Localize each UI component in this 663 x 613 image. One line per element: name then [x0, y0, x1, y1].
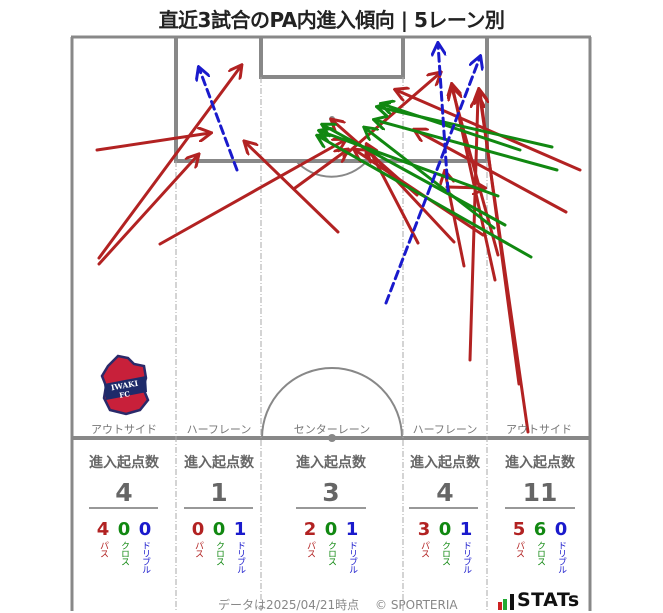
lane-label-outside-right: アウトサイド [506, 423, 572, 436]
cross-label: クロス [535, 541, 545, 565]
cross-count: 0 [438, 519, 452, 540]
pass-label: パス [305, 541, 315, 557]
cross-count: 0 [324, 519, 338, 540]
pass-arrow [396, 90, 582, 172]
pass-arrow [97, 66, 241, 260]
data-date-note: データは2025/04/21時点 [218, 598, 360, 612]
pass-arrow [95, 133, 210, 152]
pass-count: 4 [96, 519, 110, 540]
brand-bars-icon [498, 594, 514, 610]
pass-label: パス [419, 541, 429, 557]
cross-arrow [375, 120, 559, 172]
lane-label-center: センターレーン [293, 423, 371, 436]
entry-count-total: 11 [522, 478, 558, 507]
entry-count-header: 進入起点数 [296, 455, 366, 471]
pass-label: パス [514, 541, 524, 557]
pass-arrow [293, 150, 347, 190]
entry-count-header: 進入起点数 [505, 455, 575, 471]
dribble-count: 1 [459, 519, 473, 540]
pass-count: 3 [417, 519, 431, 540]
dribble-arrow [199, 68, 239, 172]
lane-stats-center: 進入起点数 3 2 パス 0 クロス 1 ドリブル [281, 452, 381, 573]
copyright-text: © SPORTERIA [375, 598, 458, 612]
pass-arrow [479, 90, 530, 434]
cross-count: 0 [212, 519, 226, 540]
dribble-count: 0 [554, 519, 568, 540]
cross-label: クロス [214, 541, 224, 565]
entry-count-total: 3 [322, 478, 340, 507]
team-logo: IWAKI FC [100, 354, 150, 420]
pass-arrows [95, 66, 582, 434]
lane-stats-outside-right: 進入起点数 11 5 パス 6 クロス 0 ドリブル [490, 452, 590, 573]
pass-arrow [245, 142, 340, 234]
pass-arrow [158, 140, 345, 246]
dribble-count: 1 [345, 519, 359, 540]
entry-count-header: 進入起点数 [410, 455, 480, 471]
cross-count: 0 [117, 519, 131, 540]
dribble-label: ドリブル [235, 541, 245, 573]
chart-title: 直近3試合のPA内進入傾向 | 5レーン別 [158, 8, 505, 32]
pass-arrow [97, 155, 198, 266]
stats-brand-logo: STATs [498, 590, 580, 610]
cross-count: 6 [533, 519, 547, 540]
lane-stats-halfspace-left: 進入起点数 1 0 パス 0 クロス 1 ドリブル [177, 452, 261, 573]
lane-stats-halfspace-right: 進入起点数 4 3 パス 0 クロス 1 ドリブル [403, 452, 487, 573]
dribble-label: ドリブル [461, 541, 471, 573]
center-spot [328, 434, 336, 442]
entry-count-total: 4 [436, 478, 454, 507]
cross-label: クロス [326, 541, 336, 565]
entry-count-header: 進入起点数 [89, 455, 159, 471]
cross-label: クロス [440, 541, 450, 565]
dribble-arrow [384, 57, 480, 305]
dribble-label: ドリブル [347, 541, 357, 573]
dribble-label: ドリブル [140, 541, 150, 573]
lane-label-outside-left: アウトサイド [91, 423, 157, 436]
pass-label: パス [98, 541, 108, 557]
entry-count-total: 1 [210, 478, 228, 507]
pass-count: 0 [191, 519, 205, 540]
dribble-label: ドリブル [556, 541, 566, 573]
entry-count-total: 4 [115, 478, 133, 507]
entry-count-header: 進入起点数 [184, 455, 254, 471]
pass-count: 5 [512, 519, 526, 540]
pass-label: パス [193, 541, 203, 557]
cross-arrows [318, 104, 559, 259]
dribble-arrow [438, 44, 450, 193]
pass-arrow [368, 150, 456, 244]
cross-label: クロス [119, 541, 129, 565]
lane-stats-outside-left: 進入起点数 4 4 パス 0 クロス 0 ドリブル [74, 452, 174, 573]
cross-arrow [323, 125, 507, 227]
brand-text: STATs [517, 589, 580, 611]
cross-arrow [382, 104, 522, 152]
logo-text-2: FC [119, 389, 131, 400]
dribble-count: 0 [138, 519, 152, 540]
pass-count: 2 [303, 519, 317, 540]
dribble-count: 1 [233, 519, 247, 540]
dribble-arrows [199, 44, 480, 305]
lane-label-halfspace-left: ハーフレーン [186, 423, 252, 436]
cross-arrow [365, 128, 496, 230]
cross-arrow [318, 136, 533, 259]
lane-label-halfspace-right: ハーフレーン [412, 423, 478, 436]
footer-note: データは2025/04/21時点 © SPORTERIA [218, 596, 458, 613]
